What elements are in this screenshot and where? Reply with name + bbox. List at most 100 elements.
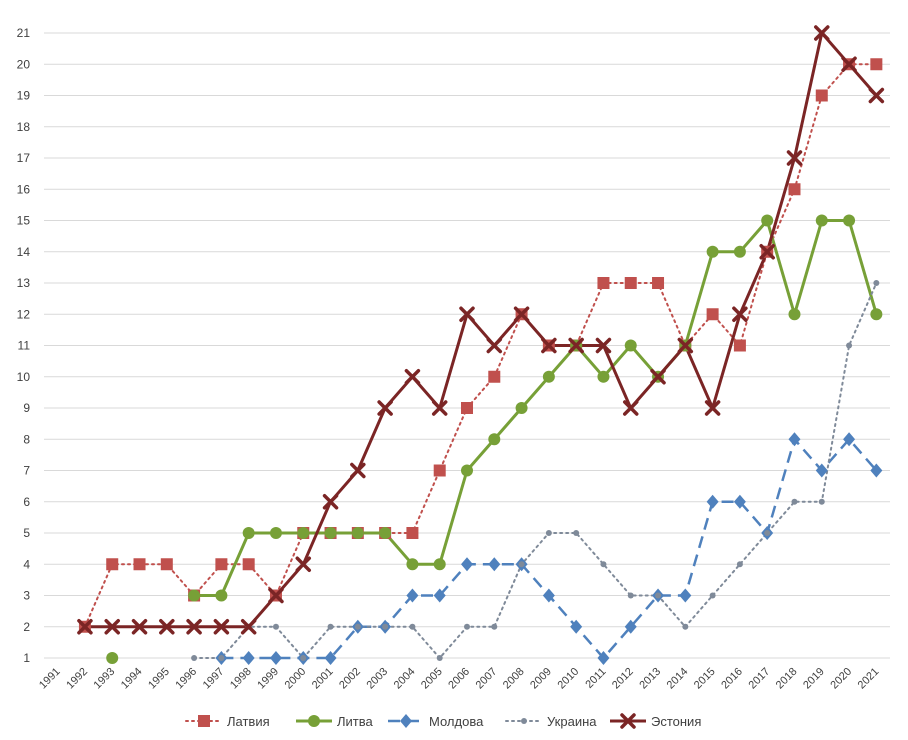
legend-item: Литва: [296, 714, 374, 729]
series-0-point: [160, 558, 173, 571]
series-0-point: [733, 339, 746, 352]
x-tick-label: 2011: [583, 666, 608, 691]
x-tick-label: 1991: [37, 666, 63, 692]
y-tick-label: 17: [17, 151, 31, 165]
y-tick-label: 20: [17, 57, 31, 71]
series-0-point: [488, 370, 501, 383]
series-2-point: [570, 619, 583, 634]
series-0-point: [815, 89, 828, 102]
legend-marker: [198, 715, 210, 727]
series-3-point: [300, 655, 307, 661]
series-1-point: [488, 433, 501, 446]
series-0-point: [870, 58, 883, 71]
x-tick-label: 2012: [610, 666, 636, 692]
series-1-point: [379, 527, 392, 539]
series-4-point: [77, 619, 93, 635]
y-tick-label: 16: [17, 182, 31, 196]
x-tick-label: 2015: [692, 666, 718, 692]
series-1-point: [242, 527, 255, 539]
y-tick-label: 4: [23, 557, 30, 571]
y-tick-label: 9: [23, 401, 30, 415]
series-3-point: [600, 561, 607, 568]
y-tick-label: 3: [23, 589, 30, 603]
legend-label: Латвия: [227, 714, 270, 729]
series-1-point: [324, 527, 337, 539]
series-2-point: [461, 557, 473, 572]
y-tick-label: 12: [17, 307, 31, 321]
series-4-point: [677, 337, 694, 354]
series-2-point: [679, 588, 692, 603]
x-tick-label: 2021: [856, 666, 882, 692]
series-3-point: [709, 592, 716, 599]
series-4-point: [377, 400, 393, 416]
series-3-point: [518, 561, 525, 568]
series-2-line: [221, 438, 878, 660]
series-0-point: [433, 464, 446, 477]
series-3-point: [272, 623, 279, 630]
x-tick-label: 1997: [201, 666, 227, 692]
legend-item: Молдова: [388, 714, 484, 729]
series-2-point: [597, 651, 610, 665]
series-1-point: [624, 339, 637, 352]
legend-item: Украина: [505, 714, 597, 729]
series-2-point: [542, 588, 555, 603]
series-4-point: [622, 400, 639, 416]
legend-marker: [620, 713, 636, 729]
legend-label: Эстония: [651, 714, 701, 729]
series-4-point: [868, 87, 885, 104]
series-3-point: [573, 530, 580, 536]
y-tick-label: 8: [23, 432, 30, 446]
series-markers: [77, 25, 885, 665]
series-4-point: [295, 556, 312, 572]
x-tick-label: 2014: [665, 666, 691, 692]
series-4-point: [459, 306, 475, 322]
x-tick-label: 2017: [747, 666, 773, 692]
gridlines: [44, 32, 890, 659]
x-tick-label: 2008: [501, 666, 527, 692]
series-3-line: [193, 282, 878, 659]
series-1-point: [706, 245, 719, 258]
series-2-point: [324, 651, 337, 665]
series-1-point: [297, 527, 310, 539]
series-4-point: [814, 25, 830, 41]
x-tick-label: 2004: [392, 666, 418, 692]
series-3-point: [736, 561, 743, 568]
series-4-point: [268, 587, 284, 604]
series-3-point: [327, 623, 334, 630]
series-3-point: [409, 623, 416, 630]
series-3-point: [464, 623, 470, 630]
series-2-point: [733, 494, 746, 509]
x-tick-label: 2016: [719, 666, 745, 692]
series-4-point: [786, 150, 803, 166]
legend-marker: [400, 714, 412, 728]
series-1-point: [351, 527, 364, 539]
x-tick-label: 1998: [228, 666, 254, 692]
series-0-point: [706, 308, 719, 321]
series-4-line: [84, 31, 878, 629]
series-4-point: [568, 337, 584, 354]
x-tick-label: 2001: [310, 666, 336, 692]
series-3-point: [818, 498, 825, 505]
x-tick-label: 2006: [446, 666, 472, 692]
series-4-point: [595, 337, 612, 354]
legend-label: Молдова: [429, 714, 484, 729]
y-tick-label: 5: [23, 526, 30, 540]
x-tick-label: 1995: [146, 666, 172, 692]
series-1-point: [433, 558, 446, 571]
series-2-point: [706, 494, 719, 509]
series-1-point: [215, 589, 228, 602]
series-1-point: [188, 589, 201, 602]
x-tick-label: 2020: [828, 666, 854, 692]
series-4-point: [513, 306, 530, 322]
series-3-point: [627, 592, 634, 599]
y-tick-label: 19: [17, 89, 31, 103]
series-3-point: [846, 342, 853, 349]
series-2-point: [269, 651, 282, 665]
series-1-point: [597, 370, 610, 383]
series-4-point: [759, 244, 775, 260]
series-1-point: [461, 464, 473, 477]
series-2-point: [870, 463, 883, 478]
series-3-point: [491, 623, 498, 630]
x-tick-label: 2003: [364, 666, 390, 692]
